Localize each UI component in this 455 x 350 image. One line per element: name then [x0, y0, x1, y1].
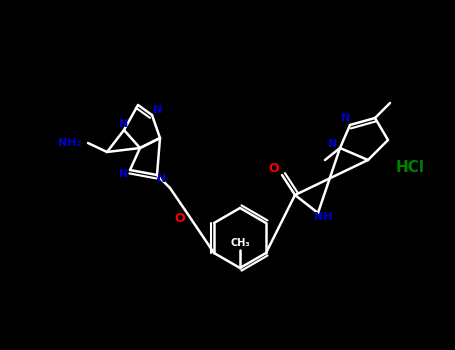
Text: O: O: [175, 211, 185, 224]
Text: N: N: [157, 174, 167, 184]
Text: N: N: [341, 113, 351, 123]
Text: O: O: [269, 162, 279, 175]
Text: HCl: HCl: [395, 161, 425, 175]
Text: CH₃: CH₃: [230, 238, 250, 248]
Text: N: N: [153, 105, 162, 115]
Text: NH: NH: [314, 212, 332, 222]
Text: N: N: [119, 169, 129, 179]
Text: N: N: [119, 119, 129, 129]
Text: NH₂: NH₂: [58, 138, 82, 148]
Text: N: N: [329, 139, 338, 149]
